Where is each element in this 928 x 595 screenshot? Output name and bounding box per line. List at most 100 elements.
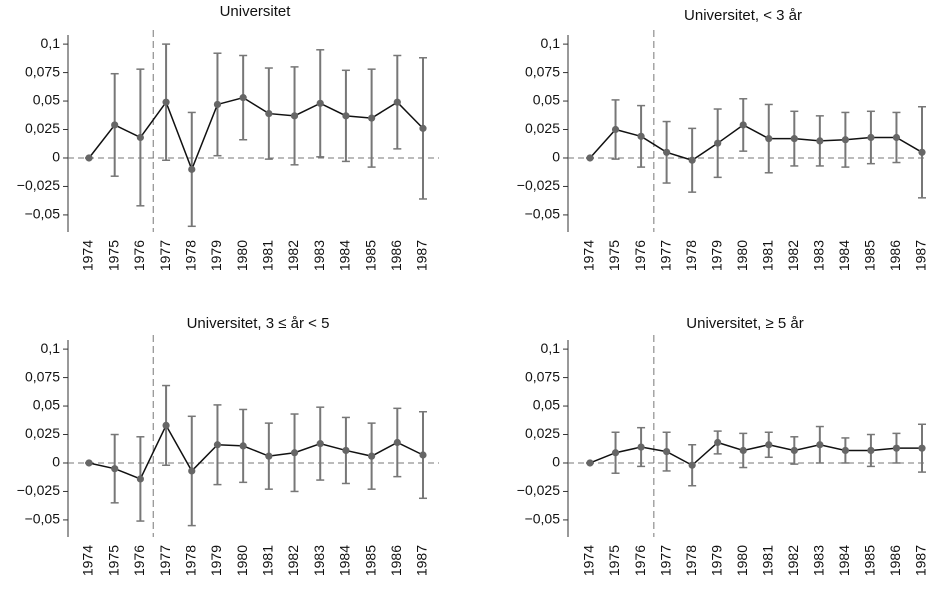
line: [589, 124, 923, 162]
point: [892, 444, 901, 452]
x-tick-label: 1975: [606, 545, 622, 576]
x-tick-label: 1986: [887, 240, 903, 271]
point: [586, 459, 594, 467]
x-tick-label: 1976: [131, 545, 147, 576]
point: [239, 442, 247, 450]
x-tick-label: 1974: [581, 545, 597, 576]
x-tick-label: 1986: [388, 545, 404, 576]
point: [111, 465, 119, 473]
x-tick-label: 1982: [285, 240, 301, 271]
y-tick-label: 0,075: [525, 368, 560, 384]
x-tick-label: 1987: [913, 240, 928, 271]
point: [419, 451, 427, 459]
point: [393, 98, 401, 106]
x-tick-label: 1985: [862, 240, 878, 271]
point: [188, 165, 196, 173]
point: [841, 446, 849, 455]
x-tick-label: 1984: [836, 545, 852, 576]
chart-title: Universitet, < 3 år: [684, 7, 802, 24]
line: [589, 441, 922, 467]
x-tick-label: 1974: [581, 240, 597, 271]
point: [162, 98, 170, 106]
panel: Universitet, ≥ 5 år 0,1 0,075 0,05 0,025 0 −0,…: [517, 315, 928, 576]
y-tick-label: 0,05: [33, 397, 60, 413]
point: [816, 137, 824, 145]
panel: Universitet, 3 ≤ år < 5 0,1 0,075 0,05 0,025…: [17, 315, 439, 576]
point: [688, 156, 696, 164]
point: [85, 459, 93, 467]
x-tick-label: 1976: [632, 545, 648, 576]
x-tick-label: 1986: [887, 545, 903, 576]
x-tick-label: 1978: [182, 240, 198, 271]
point: [867, 133, 875, 142]
point: [816, 441, 824, 449]
panel: Universitet 0,1 0,075 0,05 0,025 0 −0,025 −0,05…: [17, 3, 439, 271]
x-tick-label: 1980: [734, 240, 750, 271]
x-tick-label: 1980: [234, 240, 250, 271]
point: [739, 121, 747, 129]
x-tick-label: 1975: [105, 545, 121, 576]
point: [419, 124, 427, 132]
x-tick-label: 1977: [657, 240, 673, 271]
point: [368, 452, 376, 460]
x-tick-label: 1978: [683, 545, 699, 576]
y-tick-label: 0,1: [41, 340, 61, 356]
y-tick-label: 0,1: [541, 340, 561, 356]
line: [88, 423, 424, 480]
y-tick-label: −0,025: [17, 177, 60, 193]
x-tick-label: 1979: [708, 545, 724, 576]
y-tick-label: −0,025: [517, 177, 560, 193]
y-tick-label: 0,1: [541, 35, 561, 51]
y-tick-label: −0,025: [517, 482, 560, 498]
x-tick-label: 1976: [632, 240, 648, 271]
y-tick-label: 0,1: [41, 35, 61, 51]
y-tick-label: 0,075: [525, 63, 560, 79]
point: [290, 112, 299, 120]
x-tick-label: 1987: [414, 545, 430, 576]
x-tick-label: 1977: [157, 545, 173, 576]
point: [368, 114, 376, 122]
point: [663, 447, 671, 456]
point: [586, 154, 594, 162]
point: [162, 421, 170, 430]
y-tick-label: 0,075: [25, 368, 60, 384]
line: [88, 96, 424, 172]
point: [290, 449, 299, 457]
y-tick-label: 0: [52, 454, 60, 470]
y-tick-label: 0,025: [25, 120, 60, 136]
point: [136, 133, 144, 142]
point: [85, 154, 93, 162]
point: [637, 132, 645, 140]
x-tick-label: 1983: [311, 545, 327, 576]
x-tick-label: 1985: [862, 545, 878, 576]
y-tick-label: 0,05: [533, 92, 560, 108]
point: [663, 148, 671, 156]
x-tick-label: 1984: [836, 240, 852, 271]
x-tick-label: 1982: [285, 545, 301, 576]
x-tick-label: 1985: [362, 240, 378, 271]
y-tick-label: −0,025: [17, 482, 60, 498]
y-tick-label: 0: [552, 149, 560, 165]
point: [265, 452, 273, 460]
x-tick-label: 1983: [811, 545, 827, 576]
point: [688, 461, 696, 469]
x-tick-label: 1978: [683, 240, 699, 271]
point: [316, 99, 324, 107]
point: [739, 446, 747, 455]
x-tick-label: 1981: [759, 240, 775, 271]
x-tick-label: 1979: [208, 240, 224, 271]
y-tick-label: 0,05: [33, 92, 60, 108]
x-tick-label: 1985: [362, 545, 378, 576]
point: [188, 467, 196, 475]
point: [790, 135, 798, 143]
y-tick-label: 0,075: [25, 63, 60, 79]
x-tick-label: 1986: [388, 240, 404, 271]
x-tick-label: 1977: [657, 545, 673, 576]
x-tick-label: 1981: [260, 545, 276, 576]
y-tick-label: 0,025: [525, 425, 560, 441]
point: [136, 475, 144, 483]
x-tick-label: 1980: [734, 545, 750, 576]
chart-title: Universitet: [220, 3, 292, 20]
